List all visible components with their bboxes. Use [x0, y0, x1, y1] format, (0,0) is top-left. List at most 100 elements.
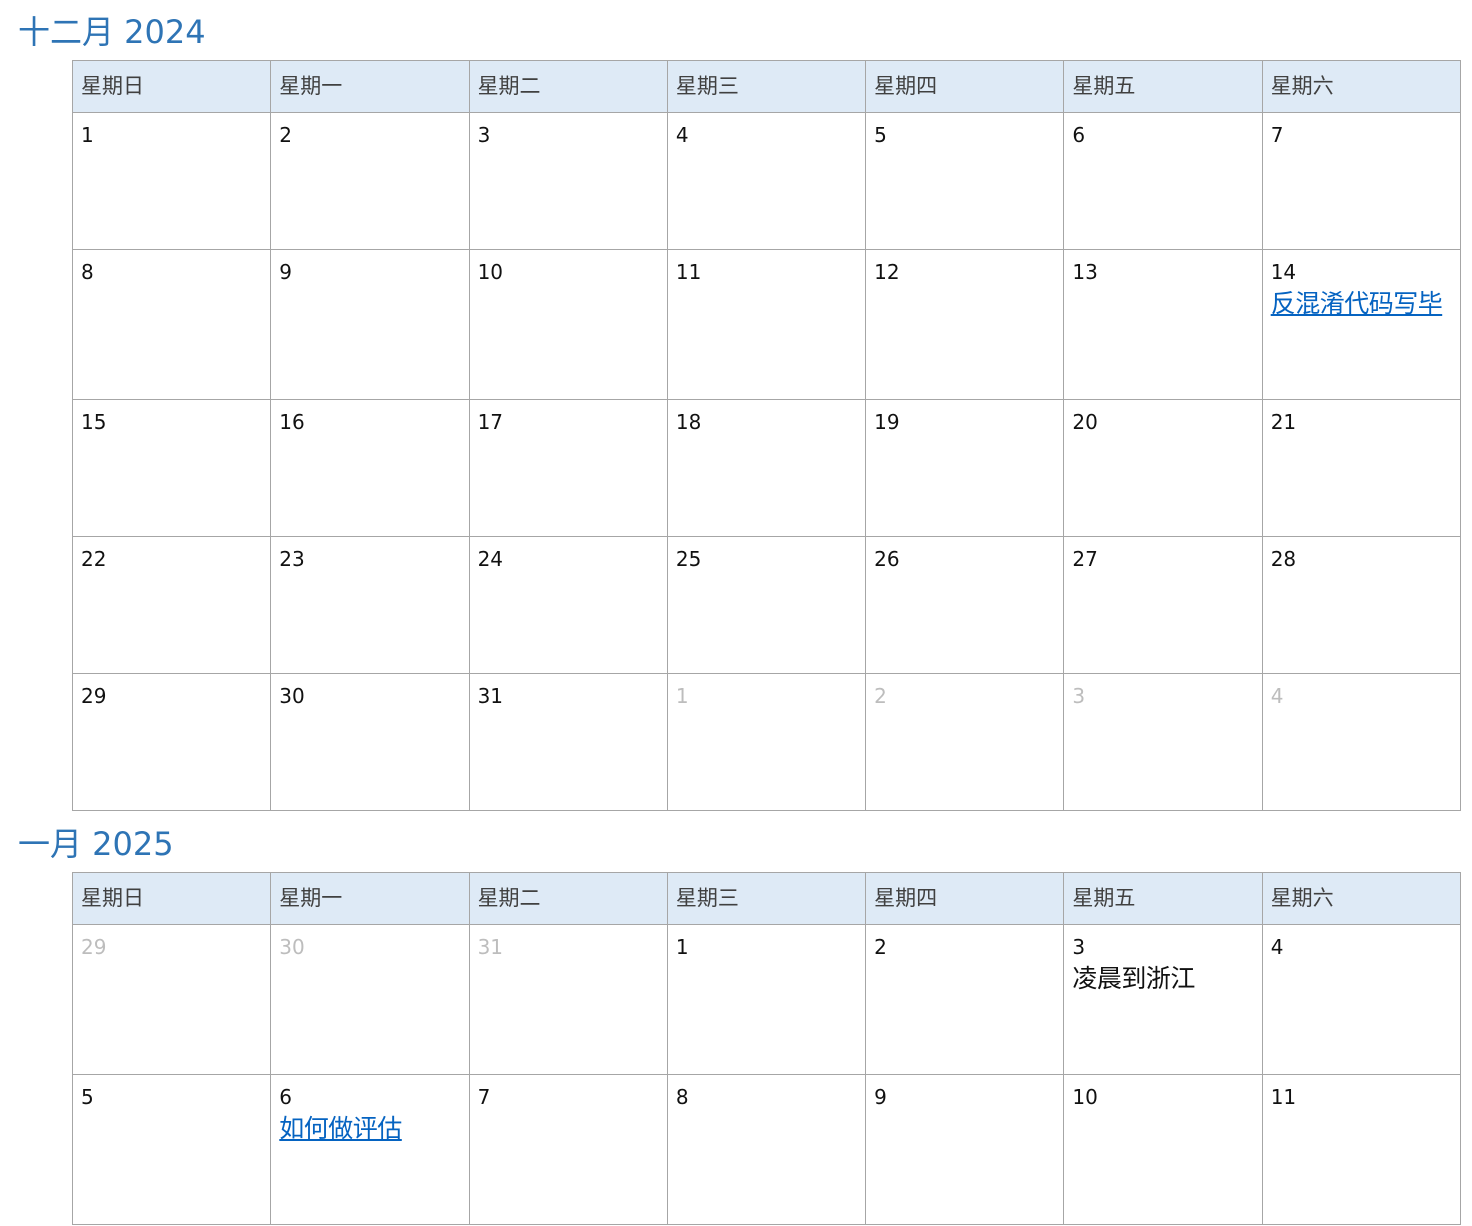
- day-cell[interactable]: 4: [1261, 673, 1462, 811]
- day-number: 31: [477, 935, 504, 959]
- day-number: 29: [81, 684, 107, 708]
- day-cell[interactable]: 31: [468, 673, 668, 811]
- day-number: 2: [279, 123, 293, 147]
- day-cell[interactable]: 6: [1063, 112, 1263, 250]
- week-row: 29 30 31 1 2 3 4: [71, 673, 1462, 811]
- day-number: 25: [675, 547, 702, 571]
- day-cell[interactable]: 24: [468, 536, 668, 674]
- day-cell[interactable]: 20: [1063, 399, 1263, 537]
- day-number: 1: [675, 935, 689, 959]
- day-number: 26: [874, 547, 900, 571]
- day-number: 19: [874, 410, 900, 434]
- day-cell[interactable]: 22: [71, 536, 272, 674]
- day-number: 3: [1072, 684, 1086, 708]
- day-number: 2: [874, 684, 887, 708]
- day-cell[interactable]: 8: [71, 249, 272, 400]
- day-number: 30: [279, 684, 305, 708]
- day-cell[interactable]: 11: [666, 249, 867, 400]
- day-cell[interactable]: 3: [468, 112, 668, 250]
- day-cell[interactable]: 2: [270, 112, 470, 250]
- day-cell[interactable]: 16: [270, 399, 470, 537]
- weekday-header: 星期六: [1261, 872, 1462, 925]
- day-number: 28: [1270, 547, 1297, 571]
- day-cell[interactable]: 14 反混淆代码写毕: [1261, 249, 1462, 400]
- day-cell[interactable]: 7: [468, 1074, 668, 1225]
- weekday-header: 星期三: [666, 872, 867, 925]
- day-cell[interactable]: 30: [270, 924, 470, 1075]
- calendar-january-2025: 星期日 星期一 星期二 星期三 星期四 星期五 星期六 29 30 31 1 2 3 凌晨到浙江 4 5 6 如…: [71, 872, 1462, 1225]
- week-row: 15 16 17 18 19 20 21: [71, 399, 1462, 537]
- day-number: 21: [1270, 410, 1297, 434]
- day-cell[interactable]: 19: [865, 399, 1065, 537]
- day-cell[interactable]: 10: [468, 249, 668, 400]
- day-cell[interactable]: 4: [1261, 924, 1462, 1075]
- weekday-header: 星期日: [71, 60, 272, 113]
- day-cell[interactable]: 5: [71, 1074, 272, 1225]
- weekday-header: 星期五: [1063, 60, 1263, 113]
- day-cell[interactable]: 2: [865, 673, 1065, 811]
- week-row: 8 9 10 11 12 13 14 反混淆代码写毕: [71, 249, 1462, 400]
- day-cell[interactable]: 30: [270, 673, 470, 811]
- day-number: 22: [81, 547, 107, 571]
- day-cell[interactable]: 28: [1261, 536, 1462, 674]
- day-cell[interactable]: 3: [1063, 673, 1263, 811]
- day-cell[interactable]: 21: [1261, 399, 1462, 537]
- weekday-header: 星期四: [865, 872, 1065, 925]
- day-cell[interactable]: 23: [270, 536, 470, 674]
- day-cell[interactable]: 6 如何做评估: [270, 1074, 470, 1225]
- day-number: 17: [477, 410, 504, 434]
- day-number: 8: [81, 260, 94, 284]
- day-number: 5: [81, 1085, 94, 1109]
- day-cell[interactable]: 18: [666, 399, 867, 537]
- day-number: 4: [1270, 935, 1284, 959]
- weekday-header: 星期一: [270, 872, 470, 925]
- day-number: 31: [477, 684, 504, 708]
- week-row: 1 2 3 4 5 6 7: [71, 112, 1462, 250]
- weekday-header-row: 星期日 星期一 星期二 星期三 星期四 星期五 星期六: [71, 872, 1462, 925]
- day-number: 14: [1270, 260, 1297, 284]
- day-number: 6: [1072, 123, 1086, 147]
- day-cell[interactable]: 9: [865, 1074, 1065, 1225]
- week-row: 5 6 如何做评估 7 8 9 10 11: [71, 1074, 1462, 1225]
- weekday-header: 星期二: [468, 872, 668, 925]
- day-cell[interactable]: 1: [666, 673, 867, 811]
- day-cell[interactable]: 4: [666, 112, 867, 250]
- event-link[interactable]: 如何做评估: [279, 1114, 402, 1143]
- day-cell[interactable]: 7: [1261, 112, 1462, 250]
- day-number: 7: [1270, 123, 1284, 147]
- day-cell[interactable]: 26: [865, 536, 1065, 674]
- weekday-header: 星期四: [865, 60, 1065, 113]
- day-cell[interactable]: 13: [1063, 249, 1263, 400]
- day-cell[interactable]: 17: [468, 399, 668, 537]
- day-cell[interactable]: 5: [865, 112, 1065, 250]
- day-cell[interactable]: 27: [1063, 536, 1263, 674]
- day-number: 9: [279, 260, 293, 284]
- day-cell[interactable]: 8: [666, 1074, 867, 1225]
- day-cell[interactable]: 15: [71, 399, 272, 537]
- day-number: 10: [1072, 1085, 1098, 1109]
- day-cell[interactable]: 1: [71, 112, 272, 250]
- day-number: 9: [874, 1085, 887, 1109]
- day-cell[interactable]: 2: [865, 924, 1065, 1075]
- day-cell[interactable]: 9: [270, 249, 470, 400]
- day-number: 3: [1072, 935, 1086, 959]
- day-cell[interactable]: 1: [666, 924, 867, 1075]
- day-number: 20: [1072, 410, 1098, 434]
- day-cell[interactable]: 31: [468, 924, 668, 1075]
- day-number: 2: [874, 935, 887, 959]
- day-cell[interactable]: 12: [865, 249, 1065, 400]
- day-cell[interactable]: 11: [1261, 1074, 1462, 1225]
- day-number: 1: [675, 684, 689, 708]
- day-cell[interactable]: 3 凌晨到浙江: [1063, 924, 1263, 1075]
- day-number: 11: [1270, 1085, 1297, 1109]
- day-cell[interactable]: 25: [666, 536, 867, 674]
- event-link[interactable]: 反混淆代码写毕: [1270, 289, 1443, 318]
- week-row: 29 30 31 1 2 3 凌晨到浙江 4: [71, 924, 1462, 1075]
- weekday-header: 星期五: [1063, 872, 1263, 925]
- day-cell[interactable]: 29: [71, 924, 272, 1075]
- day-number: 4: [675, 123, 689, 147]
- day-number: 10: [477, 260, 504, 284]
- day-cell[interactable]: 10: [1063, 1074, 1263, 1225]
- day-number: 18: [675, 410, 702, 434]
- day-cell[interactable]: 29: [71, 673, 272, 811]
